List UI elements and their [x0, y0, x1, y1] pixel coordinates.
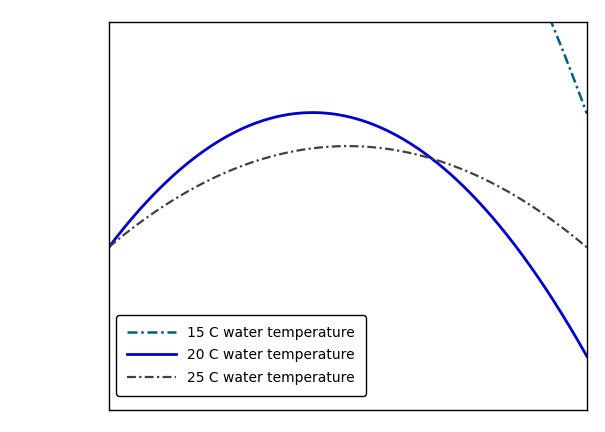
Legend: 15 C water temperature, 20 C water temperature, 25 C water temperature: 15 C water temperature, 20 C water tempe…	[116, 315, 365, 396]
